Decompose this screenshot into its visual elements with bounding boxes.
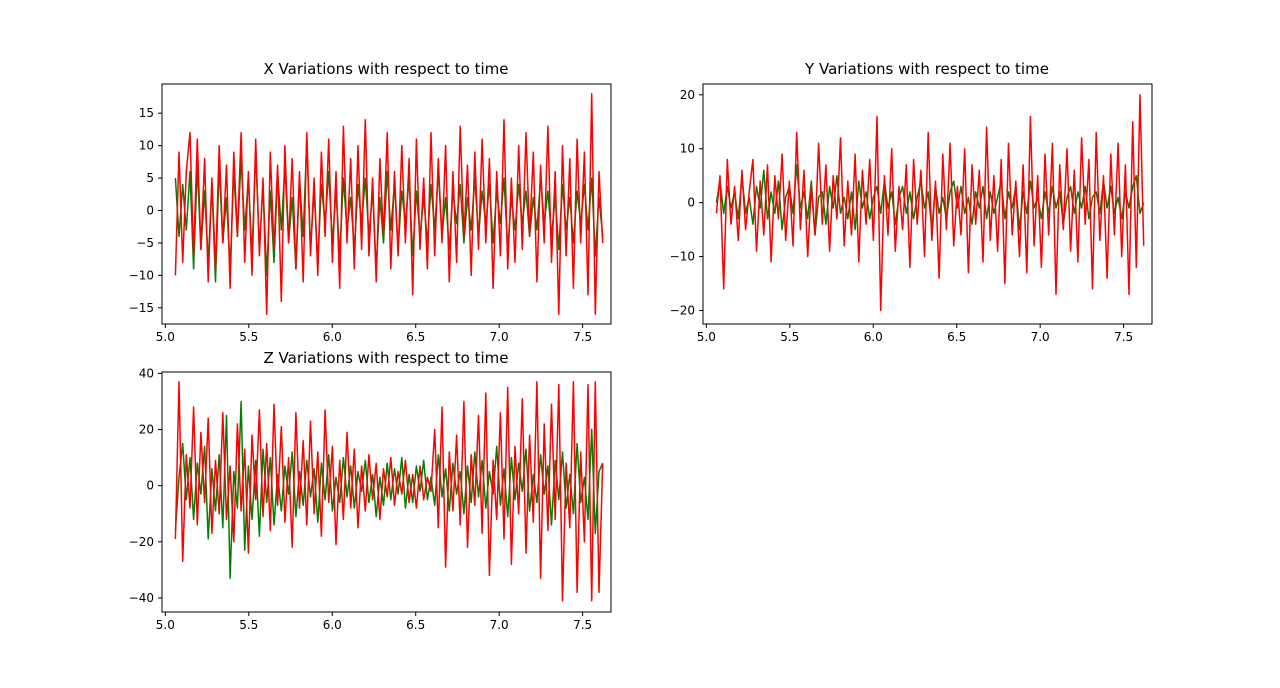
z-variations-plot: Z Variations with respect to time 5.0 5.5… <box>129 349 612 632</box>
z-ytick-label: −20 <box>129 535 154 549</box>
x-variations-plot: X Variations with respect to time 5.0 5.5… <box>129 60 612 344</box>
x-xtick-label: 6.0 <box>323 330 342 344</box>
z-xtick-label: 6.5 <box>406 618 425 632</box>
z-ytick-label: 0 <box>146 479 154 493</box>
z-ytick-label: −40 <box>129 591 154 605</box>
x-ytick-label: 0 <box>146 203 154 217</box>
y-plot-frame <box>702 83 1153 325</box>
y-ytick-label: 10 <box>680 142 695 156</box>
x-ytick-label: 10 <box>139 139 154 153</box>
y-ytick-label: 20 <box>680 88 695 102</box>
x-ytick-label: −10 <box>129 268 154 282</box>
y-variations-plot: Y Variations with respect to time 5.0 5.5… <box>670 60 1153 344</box>
y-xtick-label: 5.5 <box>780 330 799 344</box>
y-ytick-label: −10 <box>670 250 695 264</box>
y-ytick-label: −20 <box>670 304 695 318</box>
y-xtick-label: 6.0 <box>864 330 883 344</box>
z-ytick-label: 40 <box>139 366 154 380</box>
z-xtick-label: 5.0 <box>156 618 175 632</box>
z-plot-title: Z Variations with respect to time <box>263 349 508 367</box>
y-xtick-label: 5.0 <box>697 330 716 344</box>
x-xtick-label: 5.5 <box>239 330 258 344</box>
x-xtick-label: 6.5 <box>406 330 425 344</box>
z-xtick-label: 5.5 <box>239 618 258 632</box>
y-xtick-label: 7.5 <box>1114 330 1133 344</box>
z-series-red-line <box>174 381 604 602</box>
x-series-red-line <box>174 92 604 316</box>
z-xtick-label: 7.0 <box>490 618 509 632</box>
x-xtick-label: 7.5 <box>573 330 592 344</box>
y-xtick-label: 6.5 <box>947 330 966 344</box>
x-ytick-label: 5 <box>146 171 154 185</box>
x-ytick-label: 15 <box>139 106 154 120</box>
y-xtick-label: 7.0 <box>1031 330 1050 344</box>
x-xtick-label: 5.0 <box>156 330 175 344</box>
x-ytick-label: −15 <box>129 301 154 315</box>
y-plot-title: Y Variations with respect to time <box>804 60 1049 78</box>
y-ytick-label: 0 <box>687 196 695 210</box>
x-plot-title: X Variations with respect to time <box>263 60 508 78</box>
x-plot-frame <box>161 83 612 325</box>
x-xtick-label: 7.0 <box>490 330 509 344</box>
x-ytick-label: −5 <box>136 236 154 250</box>
z-xtick-label: 7.5 <box>573 618 592 632</box>
y-series-red-line <box>715 94 1145 312</box>
z-plot-frame <box>161 371 612 613</box>
z-xtick-label: 6.0 <box>323 618 342 632</box>
z-ytick-label: 20 <box>139 423 154 437</box>
